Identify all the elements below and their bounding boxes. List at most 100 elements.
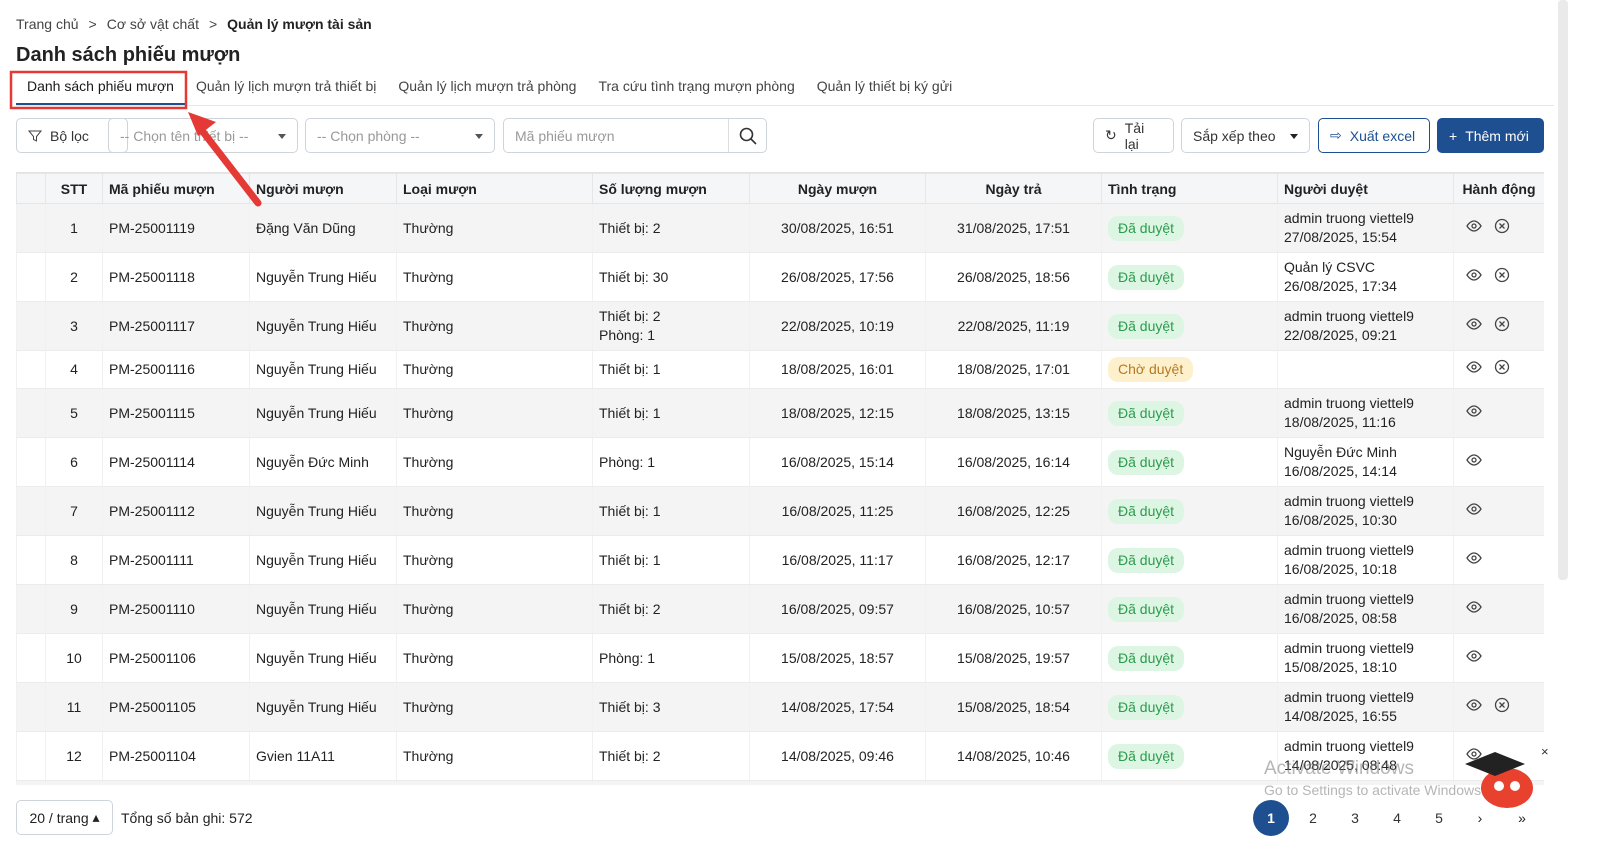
scrollbar[interactable] [1558,0,1568,580]
cancel-button[interactable] [1494,359,1510,380]
status-badge: Đã duyệt [1108,400,1185,426]
page-size-select[interactable]: 20 / trang ▴ [16,800,113,835]
actions [1453,437,1544,487]
view-button[interactable] [1466,697,1482,718]
page-number[interactable]: 1 [1253,800,1289,836]
view-button[interactable] [1466,218,1482,239]
select-cell [16,437,46,487]
loan-type: Thường [396,388,593,438]
view-button[interactable] [1466,648,1482,669]
borrower: Gvien 11A11 [249,731,397,781]
assistant-mascot[interactable]: × [1455,742,1555,812]
breadcrumb-item[interactable]: Cơ sở vật chất [106,16,199,32]
filter-button[interactable]: Bộ lọc [16,118,128,153]
quantity: Thiết bị: 1 [592,780,750,785]
approver: admin truong viettel9 22/08/2025, 09:21 [1277,301,1454,351]
tab[interactable]: Quản lý thiết bị ký gửi [816,78,953,94]
loan-table: STT Mã phiếu mượn Người mượn Loại mượn Số lư… [16,173,1544,785]
view-button[interactable] [1466,746,1482,767]
header-row: STT Mã phiếu mượn Người mượn Loại mượn Số lư… [16,173,1544,204]
page-number[interactable]: 3 [1351,810,1359,826]
select-cell [16,731,46,781]
stt: 11 [45,682,103,732]
cancel-button[interactable] [1494,697,1510,718]
button-label: Sắp xếp theo [1193,127,1276,144]
borrow-date: 13/08/2025, 18:38 [749,780,926,785]
column-header: Hành động [1453,173,1544,204]
cancel-button[interactable] [1494,267,1510,288]
cancel-button[interactable] [1494,316,1510,337]
column-header: Tình trạng [1101,173,1278,204]
device-select[interactable]: -- Chọn tên thiết bị -- [108,118,298,153]
tab[interactable]: Quản lý lịch mượn trả phòng [398,78,577,94]
stt: 6 [45,437,103,487]
borrow-date: 16/08/2025, 11:17 [749,535,926,585]
quantity: Thiết bị: 2 Phòng: 1 [592,301,750,351]
view-button[interactable] [1466,316,1482,337]
view-button[interactable] [1466,359,1482,380]
status-badge: Đã duyệt [1108,694,1185,720]
sort-button[interactable]: Sắp xếp theo [1181,118,1310,153]
page-number[interactable]: 2 [1309,810,1317,826]
return-date: 31/08/2025, 17:51 [925,203,1102,253]
add-button[interactable]: + Thêm mới [1437,118,1544,153]
search-input[interactable]: Mã phiếu mượn [503,118,767,153]
page-number[interactable]: 5 [1435,810,1443,826]
tab[interactable]: Tra cứu tình trạng mượn phòng [598,78,795,94]
quantity: Thiết bị: 2 [592,203,750,253]
status-badge: Đã duyệt [1108,264,1185,290]
room-select[interactable]: -- Chọn phòng -- [305,118,495,153]
status-badge: Đã duyệt [1108,743,1185,769]
quantity-line: Thiết bị: 1 [599,502,661,519]
table-row: 7 PM-25001112 Nguyễn Trung Hiếu Thường Thiết… [16,486,1544,536]
approver-line: 14/08/2025, 16:55 [1284,708,1397,724]
status-badge: Đã duyệt [1108,547,1185,573]
return-date: 18/08/2025, 17:01 [925,350,1102,389]
page-size: 20 / trang [29,809,89,826]
select-cell [16,252,46,302]
loan-type: Thường [396,584,593,634]
loan-code: PM-25001110 [102,584,250,634]
status-cell: Đã duyệt [1101,301,1278,351]
borrow-date: 16/08/2025, 15:14 [749,437,926,487]
view-button[interactable] [1466,501,1482,522]
actions [1453,301,1544,351]
page-number[interactable]: 4 [1393,810,1401,826]
quantity: Phòng: 1 [592,437,750,487]
view-button[interactable] [1466,267,1482,288]
approver-line: admin truong viettel9 [1284,308,1414,324]
quantity-line: Thiết bị: 2 [599,308,661,324]
status-badge: Đã duyệt [1108,449,1185,475]
borrower: Nguyễn Trung Hiếu [249,252,397,302]
borrower: Gvien 11A11 [249,780,397,785]
loan-type: Thường [396,731,593,781]
export-button[interactable]: ⇨ Xuất excel [1318,118,1430,153]
approver: Quản lý CSVC 26/08/2025, 17:34 [1277,252,1454,302]
borrow-date: 22/08/2025, 10:19 [749,301,926,351]
approver: admin truong viettel9 16/08/2025, 10:18 [1277,535,1454,585]
cancel-button[interactable] [1494,218,1510,239]
return-date: 13/08/2025, 19:38 [925,780,1102,785]
status-cell: Đã duyệt [1101,584,1278,634]
approver-line: 26/08/2025, 17:34 [1284,278,1397,294]
breadcrumb-item[interactable]: Trang chủ [16,16,79,32]
next-page[interactable]: › [1477,810,1483,826]
view-button[interactable] [1466,452,1482,473]
quantity: Phòng: 1 [592,633,750,683]
tab[interactable]: Danh sách phiếu mượn [16,70,185,105]
reload-button[interactable]: ↻ Tải lại [1093,118,1174,153]
view-button[interactable] [1466,599,1482,620]
view-button[interactable] [1466,403,1482,424]
stt: 12 [45,731,103,781]
quantity: Thiết bị: 1 [592,535,750,585]
last-page[interactable]: » [1518,810,1526,826]
actions [1453,633,1544,683]
status-badge: Đã duyệt [1108,596,1185,622]
select-cell [16,682,46,732]
status-cell: Đã duyệt [1101,486,1278,536]
table-row: 11 PM-25001105 Nguyễn Trung Hiếu Thường Thiế… [16,682,1544,732]
stt: 1 [45,203,103,253]
view-button[interactable] [1466,550,1482,571]
tab[interactable]: Quản lý lịch mượn trả thiết bị [195,78,377,94]
approver-line: 16/08/2025, 10:30 [1284,512,1397,528]
